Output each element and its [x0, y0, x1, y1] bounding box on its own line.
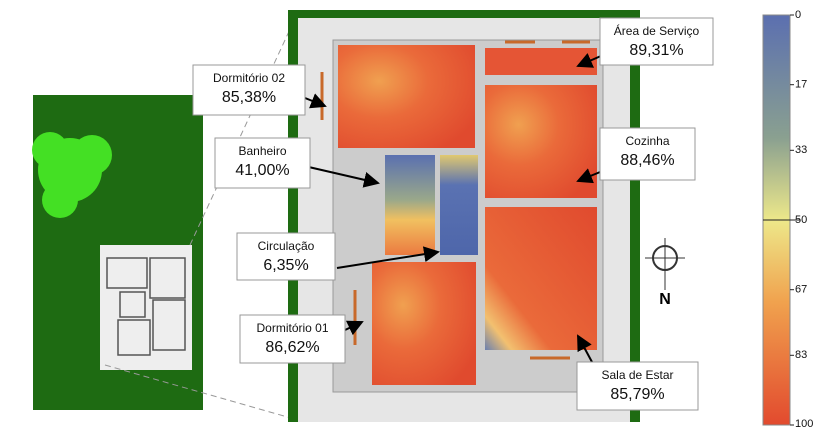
scale-tick-label: 17 — [795, 79, 807, 91]
compass — [645, 238, 685, 290]
room-value: 89,31% — [629, 42, 683, 59]
room-heatmap — [485, 207, 597, 350]
callout-box — [239, 314, 346, 364]
room-name: Dormitório 02 — [213, 71, 285, 85]
scale-tick-label: 83 — [795, 349, 807, 361]
room-value: 6,35% — [263, 257, 308, 274]
compass-label: N — [659, 291, 671, 308]
room-name: Banheiro — [238, 144, 286, 158]
scale-tick-label: 50 — [795, 214, 807, 226]
callout-arrow — [577, 334, 593, 363]
room-heatmap — [485, 48, 597, 75]
scale-tick-label: 100 — [795, 418, 813, 430]
callout-box — [599, 127, 696, 181]
callout-box — [236, 232, 336, 281]
room-value: 85,38% — [222, 89, 276, 106]
thumbnail — [100, 245, 192, 370]
room-value: 85,79% — [610, 386, 664, 403]
callout-box — [214, 137, 311, 189]
room-name: Área de Serviço — [614, 23, 700, 38]
room-name: Circulação — [258, 239, 315, 253]
callout-arrow — [336, 246, 440, 269]
room-value: 41,00% — [235, 162, 289, 179]
callout-box — [576, 361, 699, 411]
room-value: 88,46% — [620, 152, 674, 169]
room-heatmap — [440, 155, 478, 255]
callout-box — [192, 64, 306, 116]
scale-tick-label: 67 — [795, 284, 807, 296]
room-name: Dormitório 01 — [256, 321, 328, 335]
room-heatmap — [385, 155, 435, 255]
room-heatmap — [372, 262, 476, 385]
room-name: Sala de Estar — [601, 368, 673, 382]
scale-tick-label: 33 — [795, 144, 807, 156]
callout-box — [599, 17, 714, 66]
scale-tick-label: 0 — [795, 9, 801, 21]
callout-arrow — [299, 164, 380, 188]
room-value: 86,62% — [265, 339, 319, 356]
room-name: Cozinha — [625, 134, 669, 148]
callout-arrow — [344, 320, 364, 336]
tree — [32, 132, 112, 218]
room-heatmap — [338, 45, 475, 148]
